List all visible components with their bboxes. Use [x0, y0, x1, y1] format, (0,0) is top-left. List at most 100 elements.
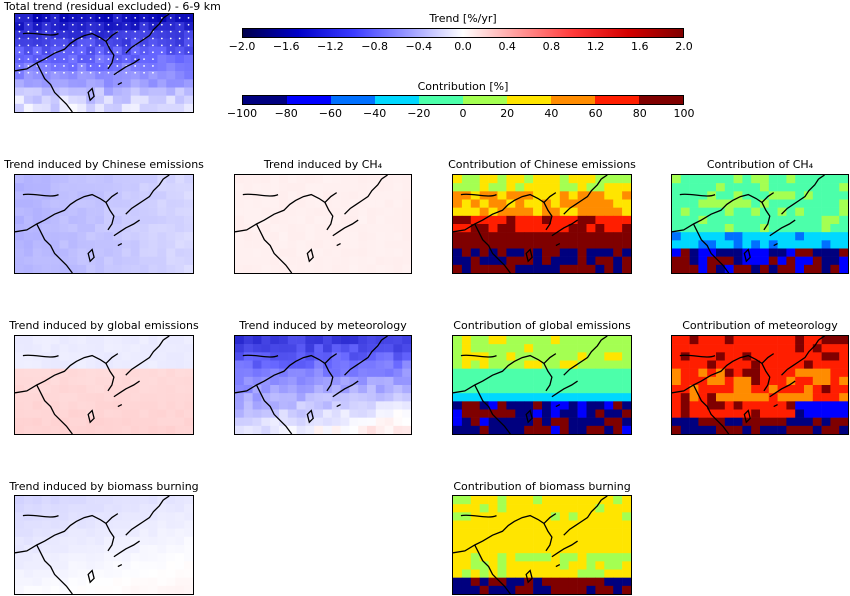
heatmap-cell: [479, 368, 489, 378]
heatmap-cell: [559, 256, 569, 266]
heatmap-cell: [139, 256, 149, 266]
heatmap-cell: [604, 256, 614, 266]
heatmap-cell: [166, 577, 176, 587]
heatmap-cell: [479, 264, 489, 273]
heatmap-cell: [760, 215, 770, 225]
heatmap-cell: [680, 409, 690, 418]
heatmap-cell: [112, 87, 123, 96]
heatmap-cell: [453, 224, 463, 233]
heatmap-cell: [157, 409, 167, 418]
heatmap-cell: [586, 232, 596, 241]
heatmap-cell: [68, 417, 78, 427]
heatmap-cell: [550, 215, 561, 225]
heatmap-cell: [470, 512, 480, 521]
heatmap-cell: [139, 385, 149, 394]
heatmap-cell: [252, 336, 262, 345]
heatmap-cell: [453, 577, 463, 587]
heatmap-cell: [550, 352, 561, 361]
contribution-colorbar-tick-label: −80: [274, 107, 298, 120]
heatmap-cell: [393, 256, 403, 266]
heatmap-cell: [402, 385, 411, 394]
heatmap-cell: [157, 512, 167, 521]
heatmap-cell: [751, 352, 761, 361]
heatmap-cell: [175, 191, 185, 200]
heatmap-cell: [121, 496, 131, 505]
heatmap-cell: [453, 393, 463, 402]
heatmap-cell: [77, 224, 87, 233]
heatmap-cell: [812, 409, 822, 418]
heatmap-cell: [235, 264, 245, 273]
heatmap-cell: [77, 385, 87, 394]
heatmap-cell: [613, 512, 623, 521]
heatmap-cell: [139, 561, 149, 570]
heatmap-cell: [393, 183, 403, 192]
heatmap-cell: [777, 232, 787, 241]
heatmap-cell: [349, 199, 359, 208]
heatmap-cell: [157, 561, 167, 570]
heatmap-cell: [252, 256, 262, 266]
heatmap-cell: [707, 368, 717, 378]
heatmap-cell: [41, 175, 51, 184]
heatmap-cell: [23, 87, 34, 96]
heatmap-cell: [559, 191, 569, 200]
heatmap-cell: [261, 183, 271, 192]
heatmap-cell: [812, 360, 822, 369]
heatmap-cell: [121, 352, 131, 361]
heatmap-cell: [613, 385, 623, 394]
heatmap-cell: [821, 175, 831, 184]
heatmap-cell: [367, 199, 377, 208]
heatmap-cell: [777, 352, 787, 361]
heatmap-cell: [296, 336, 306, 345]
heatmap-cell: [157, 22, 167, 31]
heatmap-cell: [50, 536, 60, 546]
heatmap-cell: [166, 425, 176, 434]
significance-dot: [178, 51, 181, 54]
heatmap-cell: [479, 256, 489, 266]
heatmap-cell: [59, 240, 69, 249]
heatmap-cell: [470, 385, 480, 394]
heatmap-cell: [287, 207, 297, 217]
heatmap-cell: [130, 95, 140, 105]
heatmap-cell: [470, 417, 480, 427]
heatmap-cell: [148, 232, 158, 241]
heatmap-cell: [15, 536, 25, 546]
contribution-colorbar-segment: [595, 96, 639, 104]
heatmap-cell: [680, 264, 690, 273]
heatmap-cell: [375, 425, 385, 434]
heatmap-cell: [453, 360, 463, 369]
heatmap-cell: [768, 417, 778, 427]
heatmap-cell: [470, 496, 480, 505]
heatmap-cell: [577, 224, 587, 233]
coastline: [672, 354, 774, 393]
heatmap-cell: [524, 569, 534, 578]
heatmap-cell: [559, 215, 569, 225]
heatmap-cell: [50, 46, 60, 56]
heatmap-cell: [104, 79, 114, 88]
heatmap-cell: [716, 336, 726, 345]
heatmap-cell: [689, 425, 699, 434]
heatmap-cell: [104, 376, 114, 386]
heatmap-cell: [384, 368, 394, 378]
heatmap-cell: [15, 46, 25, 56]
heatmap-cell: [287, 360, 297, 369]
heatmap-cell: [166, 401, 176, 410]
heatmap-cell: [77, 409, 87, 418]
heatmap-global_contrib: [453, 336, 631, 434]
heatmap-cell: [542, 368, 552, 378]
significance-dot: [27, 58, 30, 60]
heatmap-cell: [77, 520, 87, 529]
significance-dot: [27, 65, 30, 67]
heatmap-cell: [742, 232, 752, 241]
significance-dot: [89, 30, 92, 33]
heatmap-cell: [121, 577, 131, 587]
heatmap-cell: [166, 409, 176, 418]
heatmap-cell: [314, 393, 324, 402]
heatmap-cell: [340, 352, 350, 361]
heatmap-cell: [314, 248, 324, 257]
heatmap-cell: [812, 240, 822, 249]
heatmap-cell: [461, 215, 472, 225]
heatmap-cell: [340, 232, 350, 241]
heatmap-cell: [112, 536, 123, 546]
heatmap-cell: [50, 232, 60, 241]
heatmap-cell: [175, 46, 185, 56]
